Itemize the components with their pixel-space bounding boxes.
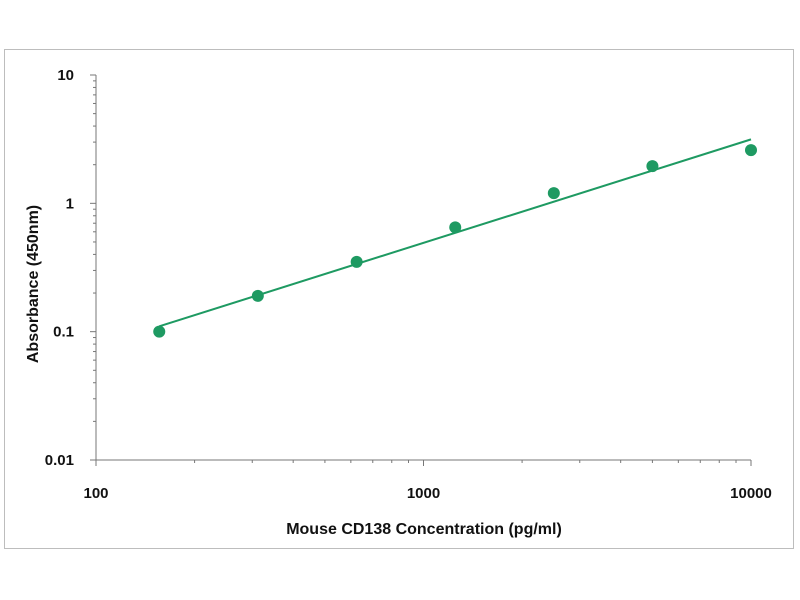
x-axis-title: Mouse CD138 Concentration (pg/ml) xyxy=(286,521,562,538)
data-point xyxy=(350,255,363,268)
data-point xyxy=(153,325,166,338)
data-point xyxy=(251,289,264,302)
y-tick-label: 10 xyxy=(57,67,74,84)
x-tick-label: 100 xyxy=(83,485,108,502)
data-point xyxy=(646,160,659,173)
data-point xyxy=(547,187,560,200)
data-point xyxy=(745,144,757,157)
data-points xyxy=(153,144,757,338)
y-tick-label: 0.01 xyxy=(45,452,74,469)
data-point xyxy=(449,221,462,234)
y-tick-label: 0.1 xyxy=(53,324,74,341)
x-tick-label: 10000 xyxy=(730,485,772,502)
axes xyxy=(95,75,751,461)
y-tick-label: 1 xyxy=(66,195,74,212)
ticks: 0.01 0.1 1 10 100 1000 10000 xyxy=(45,67,772,502)
x-tick-label: 1000 xyxy=(407,485,440,502)
chart-frame xyxy=(4,49,794,549)
y-axis-title: Absorbance (450nm) xyxy=(25,205,42,363)
